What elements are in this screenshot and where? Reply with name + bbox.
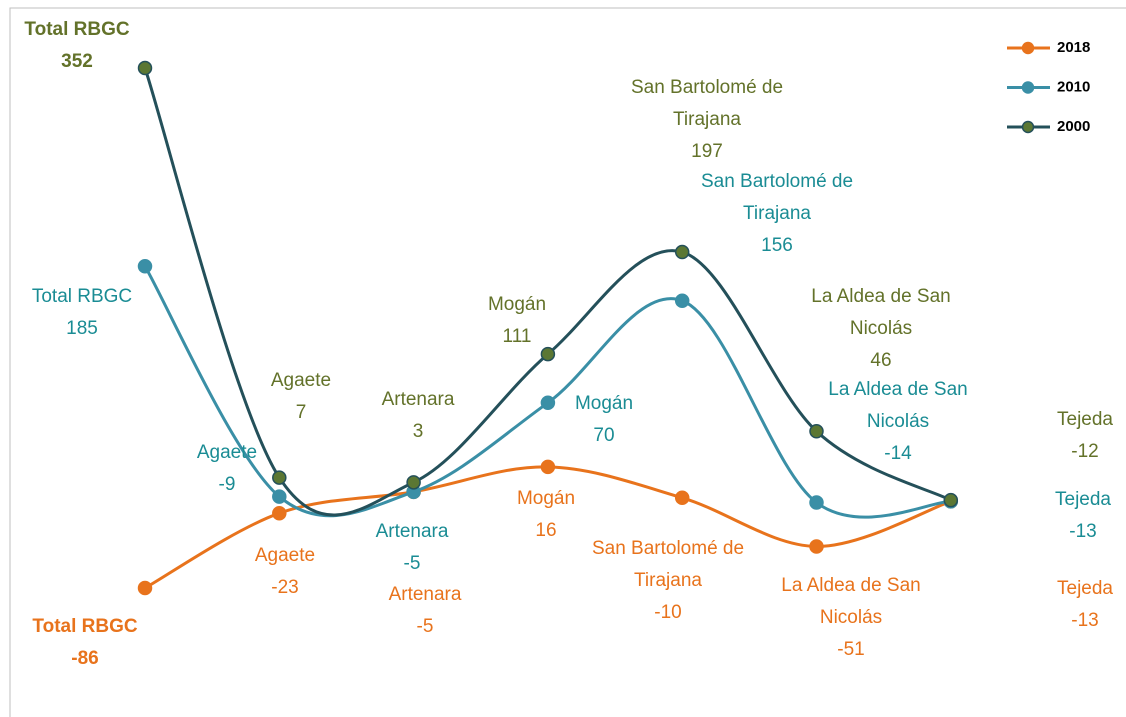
data-label-value: -13 xyxy=(1069,521,1096,542)
point-marker xyxy=(272,489,287,504)
point-marker xyxy=(137,259,153,274)
data-label-category: La Aldea de San Nicolás xyxy=(828,379,967,432)
data-label-category: Agaete xyxy=(271,370,331,391)
data-label-value: -86 xyxy=(71,648,98,669)
point-marker xyxy=(137,60,153,76)
point-marker xyxy=(674,490,690,506)
data-label-value: 352 xyxy=(61,51,93,72)
point-marker xyxy=(272,470,287,485)
data-label-category: Tejeda xyxy=(1055,489,1111,510)
point-marker xyxy=(809,495,824,510)
point-marker xyxy=(540,346,556,362)
data-label-category: Agaete xyxy=(197,442,257,463)
data-label-category: San Bartolomé de Tirajana xyxy=(631,77,783,130)
data-label-value: -10 xyxy=(654,602,681,623)
chart-frame xyxy=(9,7,1126,717)
point-marker xyxy=(809,424,824,439)
point-marker xyxy=(540,459,556,475)
data-label-value: -23 xyxy=(271,577,298,598)
data-label-value: -9 xyxy=(219,474,236,495)
data-label-value: 3 xyxy=(413,421,424,442)
data-label-value: 197 xyxy=(691,141,723,162)
data-label-category: Artenara xyxy=(376,521,449,542)
legend-label: 2018 xyxy=(1057,39,1090,56)
series-line xyxy=(143,67,952,517)
data-label-value: -12 xyxy=(1071,441,1098,462)
data-label-value: -5 xyxy=(404,553,421,574)
data-label-value: 111 xyxy=(503,326,532,347)
data-label-category: Agaete xyxy=(255,545,315,566)
data-label-category: Total RBGC xyxy=(24,19,129,40)
data-label-category: Tejeda xyxy=(1057,409,1113,430)
point-marker xyxy=(137,580,153,596)
data-label-category: Mogán xyxy=(488,294,546,315)
data-label-category: La Aldea de San Nicolás xyxy=(811,286,950,339)
legend-label: 2000 xyxy=(1057,118,1090,135)
data-label-category: Mogán xyxy=(517,488,575,509)
point-marker xyxy=(540,395,556,411)
data-label-category: La Aldea de San Nicolás xyxy=(781,575,920,628)
data-label-category: Mogán xyxy=(575,393,633,414)
point-marker xyxy=(272,505,287,521)
data-label-category: Artenara xyxy=(382,389,455,410)
data-label-value: -14 xyxy=(884,443,912,464)
legend-marker xyxy=(1021,81,1035,94)
data-label-value: -13 xyxy=(1071,610,1098,631)
legend-label: 2010 xyxy=(1057,78,1090,95)
data-label-category: San Bartolomé de Tirajana xyxy=(592,538,744,591)
point-marker xyxy=(809,539,824,554)
point-marker xyxy=(674,244,690,260)
data-label-value: -51 xyxy=(837,639,864,660)
data-label-value: 16 xyxy=(535,520,556,541)
data-label-value: 70 xyxy=(593,425,614,446)
data-label-category: Total RBGC xyxy=(32,616,137,637)
data-label-category: Artenara xyxy=(389,584,462,605)
point-marker xyxy=(406,475,421,490)
data-label-category: San Bartolomé de Tirajana xyxy=(701,171,853,224)
data-label-value: -5 xyxy=(417,616,434,637)
data-label-category: Total RBGC xyxy=(32,286,132,307)
data-label-value: 46 xyxy=(870,350,891,371)
data-label-value: 185 xyxy=(66,318,98,339)
point-marker xyxy=(674,293,690,308)
point-marker xyxy=(943,492,959,508)
data-label-value: 7 xyxy=(296,402,307,423)
legend-marker xyxy=(1021,41,1035,55)
data-label-category: Tejeda xyxy=(1057,578,1113,599)
data-label-value: 156 xyxy=(761,235,793,256)
legend-marker xyxy=(1021,120,1035,134)
